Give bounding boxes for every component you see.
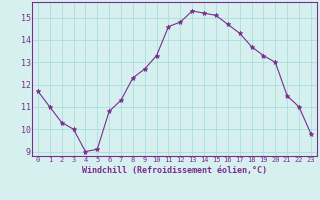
X-axis label: Windchill (Refroidissement éolien,°C): Windchill (Refroidissement éolien,°C) <box>82 166 267 175</box>
